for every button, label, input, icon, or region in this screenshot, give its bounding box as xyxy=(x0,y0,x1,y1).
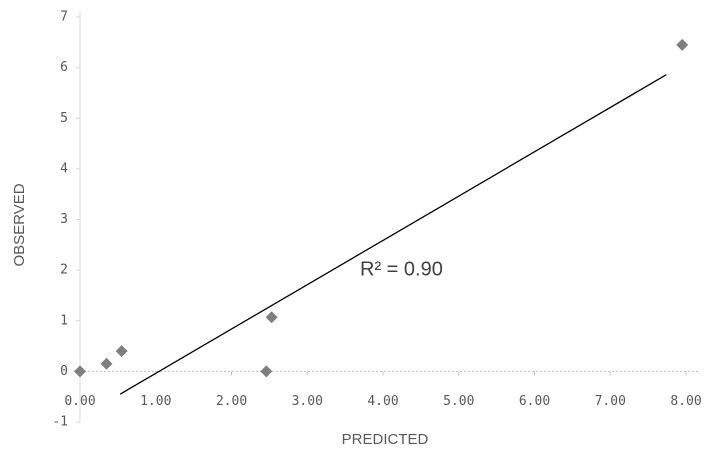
y-tick-label: 3 xyxy=(60,212,68,227)
y-tick-label: 0 xyxy=(60,364,68,379)
y-axis-label: OBSERVED xyxy=(11,183,28,266)
trendline xyxy=(119,74,667,395)
x-tick-label: 4.00 xyxy=(367,394,398,409)
y-tick-label: 7 xyxy=(60,10,68,25)
x-tick-label: 7.00 xyxy=(595,394,626,409)
x-tick-label: 0.00 xyxy=(64,394,95,409)
x-axis-label: PREDICTED xyxy=(342,431,429,448)
y-tick-label: 6 xyxy=(60,60,68,75)
x-tick-label: 6.00 xyxy=(519,394,550,409)
point xyxy=(74,365,86,378)
y-tick-label: 4 xyxy=(60,161,68,176)
point xyxy=(260,365,273,378)
x-tick-label: 1.00 xyxy=(140,394,171,409)
x-tick-label: 8.00 xyxy=(670,394,701,409)
annotation: R² = 0.90 xyxy=(360,258,443,280)
x-tick-label: 5.00 xyxy=(443,394,474,409)
x-tick-label: 2.00 xyxy=(216,394,247,409)
x-tick-label: 3.00 xyxy=(292,394,323,409)
y-tick-label: 1 xyxy=(60,313,68,328)
y-tick-label: -1 xyxy=(52,415,68,430)
point xyxy=(115,345,128,358)
y-tick-label: 2 xyxy=(60,263,68,278)
point xyxy=(265,311,278,324)
point xyxy=(676,38,689,51)
point xyxy=(100,357,113,370)
y-tick-label: 5 xyxy=(60,111,68,126)
